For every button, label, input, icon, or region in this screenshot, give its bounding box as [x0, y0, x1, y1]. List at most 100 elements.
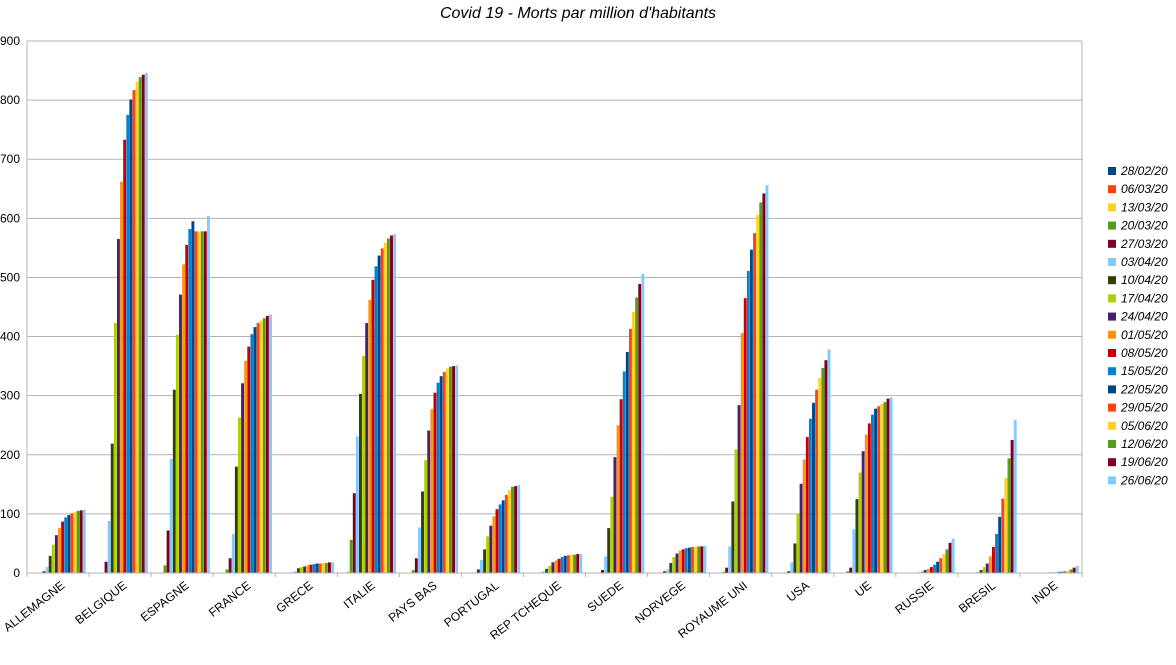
bar	[604, 556, 608, 573]
bar	[253, 327, 257, 573]
bar	[501, 500, 505, 573]
chart-title: Covid 19 - Morts par million d'habitants	[440, 5, 716, 22]
bar	[306, 565, 310, 573]
bar	[725, 567, 729, 573]
bar	[265, 315, 269, 573]
bar	[625, 351, 629, 573]
bar	[355, 436, 359, 573]
y-tick-label: 700	[0, 152, 20, 166]
bar	[144, 72, 148, 574]
bar	[942, 554, 946, 573]
bar	[439, 376, 443, 573]
legend-label: 26/06/20	[1120, 473, 1168, 487]
y-tick-label: 900	[0, 34, 20, 48]
bar	[601, 570, 604, 573]
axes: 0 100 200 300 400 500 600 700 800 900 ALLEMAGNE BEL…	[0, 34, 1083, 642]
bar	[607, 528, 611, 573]
bar	[753, 233, 756, 573]
bar	[669, 562, 673, 573]
bar	[852, 529, 856, 573]
bar	[759, 202, 763, 573]
bar	[929, 567, 933, 573]
bar	[619, 399, 623, 573]
bar	[489, 525, 493, 573]
bar	[483, 549, 487, 573]
bar	[722, 571, 725, 573]
bar	[514, 486, 518, 573]
bar	[166, 530, 170, 573]
bar	[225, 569, 229, 573]
bar	[548, 565, 552, 573]
bar	[827, 349, 831, 573]
bar	[368, 299, 372, 573]
bar	[874, 408, 878, 573]
bar	[359, 393, 362, 573]
bar	[731, 501, 735, 573]
bar	[256, 322, 260, 573]
bar	[635, 297, 639, 573]
bar	[324, 562, 328, 573]
bar	[681, 549, 685, 573]
bar	[135, 81, 139, 573]
y-tick-label: 800	[0, 93, 20, 107]
bar	[793, 543, 797, 573]
bar	[486, 536, 490, 573]
bar	[858, 472, 862, 573]
legend-label: 12/06/20	[1121, 437, 1168, 451]
y-tick-label: 200	[0, 448, 20, 462]
bar	[414, 558, 418, 573]
x-tick-label: SUEDE	[585, 578, 626, 614]
bar	[740, 333, 744, 573]
bar	[886, 398, 890, 573]
bar	[327, 562, 331, 573]
bar	[815, 389, 819, 573]
bar	[421, 491, 424, 573]
bar	[386, 238, 390, 574]
bar	[185, 244, 189, 573]
legend-label: 03/04/20	[1121, 255, 1168, 269]
bar	[315, 563, 319, 573]
bar	[70, 513, 74, 573]
bar	[492, 516, 496, 573]
bar	[64, 517, 68, 573]
bar	[1060, 571, 1064, 573]
bar	[880, 403, 884, 573]
bar	[244, 360, 248, 573]
bar	[445, 368, 449, 573]
bar	[1001, 498, 1005, 573]
bar	[992, 546, 995, 573]
bar	[805, 437, 809, 573]
bar	[787, 571, 791, 573]
bar	[182, 264, 186, 573]
legend-swatch	[1108, 185, 1116, 194]
bar	[129, 99, 133, 574]
bar	[206, 215, 210, 574]
x-tick-label: NORVEGE	[632, 578, 688, 626]
y-tick-label: 100	[0, 507, 20, 521]
bar	[638, 283, 642, 573]
bar	[430, 409, 434, 573]
bar	[1075, 565, 1079, 573]
bar	[554, 560, 558, 573]
bar	[45, 567, 49, 573]
bar	[48, 555, 52, 573]
y-tick-label: 500	[0, 270, 20, 284]
bar	[262, 318, 266, 573]
bar	[796, 513, 800, 573]
bar	[241, 383, 245, 573]
legend-swatch	[1108, 330, 1116, 339]
y-tick-label: 300	[0, 389, 20, 403]
bar	[877, 406, 881, 573]
bar	[390, 235, 393, 573]
legend-swatch	[1108, 221, 1116, 230]
legend-swatch	[1108, 258, 1116, 266]
bar	[542, 571, 545, 573]
bar	[861, 451, 865, 573]
bar	[951, 538, 955, 573]
legend-label: 17/04/20	[1121, 291, 1168, 305]
bar	[849, 567, 853, 573]
bar	[67, 515, 71, 573]
bar	[374, 266, 378, 573]
bar	[380, 248, 384, 574]
legend-swatch	[1108, 440, 1116, 448]
